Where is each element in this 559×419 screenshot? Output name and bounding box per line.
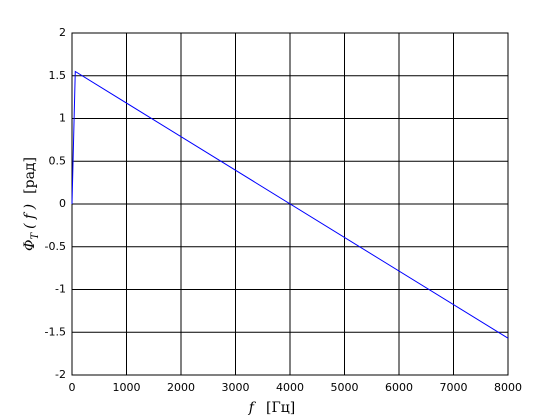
y-tick-label: 0.5 xyxy=(49,154,67,167)
x-tick-label: 3000 xyxy=(222,381,250,394)
y-tick-label: -1 xyxy=(55,283,66,296)
y-tick-label: 2 xyxy=(59,26,66,39)
y-tick-label: 0 xyxy=(59,197,66,210)
x-tick-label: 6000 xyxy=(385,381,413,394)
y-tick-label: -0.5 xyxy=(45,240,66,253)
x-tick-label: 4000 xyxy=(276,381,304,394)
x-label-symbol: f xyxy=(248,400,257,416)
x-tick-label: 1000 xyxy=(113,381,141,394)
y-label-unit: [рад] xyxy=(22,157,38,194)
x-tick-label: 0 xyxy=(69,381,76,394)
y-tick-label: 1.5 xyxy=(49,69,67,82)
y-tick-label: 1 xyxy=(59,112,66,125)
y-label-symbol: Φ xyxy=(22,240,38,251)
x-axis-label: f [Гц] xyxy=(248,400,295,416)
data-line xyxy=(71,70,509,339)
x-tick-label: 2000 xyxy=(167,381,195,394)
y-label-subscript: T xyxy=(30,232,41,240)
y-tick-label: -2 xyxy=(55,368,66,381)
x-label-unit: [Гц] xyxy=(266,400,295,416)
y-label-arg: ( f ) xyxy=(22,204,38,229)
x-tick-label: 5000 xyxy=(331,381,359,394)
x-tick-label: 7000 xyxy=(440,381,468,394)
y-tick-label: -1.5 xyxy=(45,325,66,338)
y-axis-label: ΦT ( f ) [рад] xyxy=(22,157,41,251)
x-tick-label: 8000 xyxy=(494,381,522,394)
